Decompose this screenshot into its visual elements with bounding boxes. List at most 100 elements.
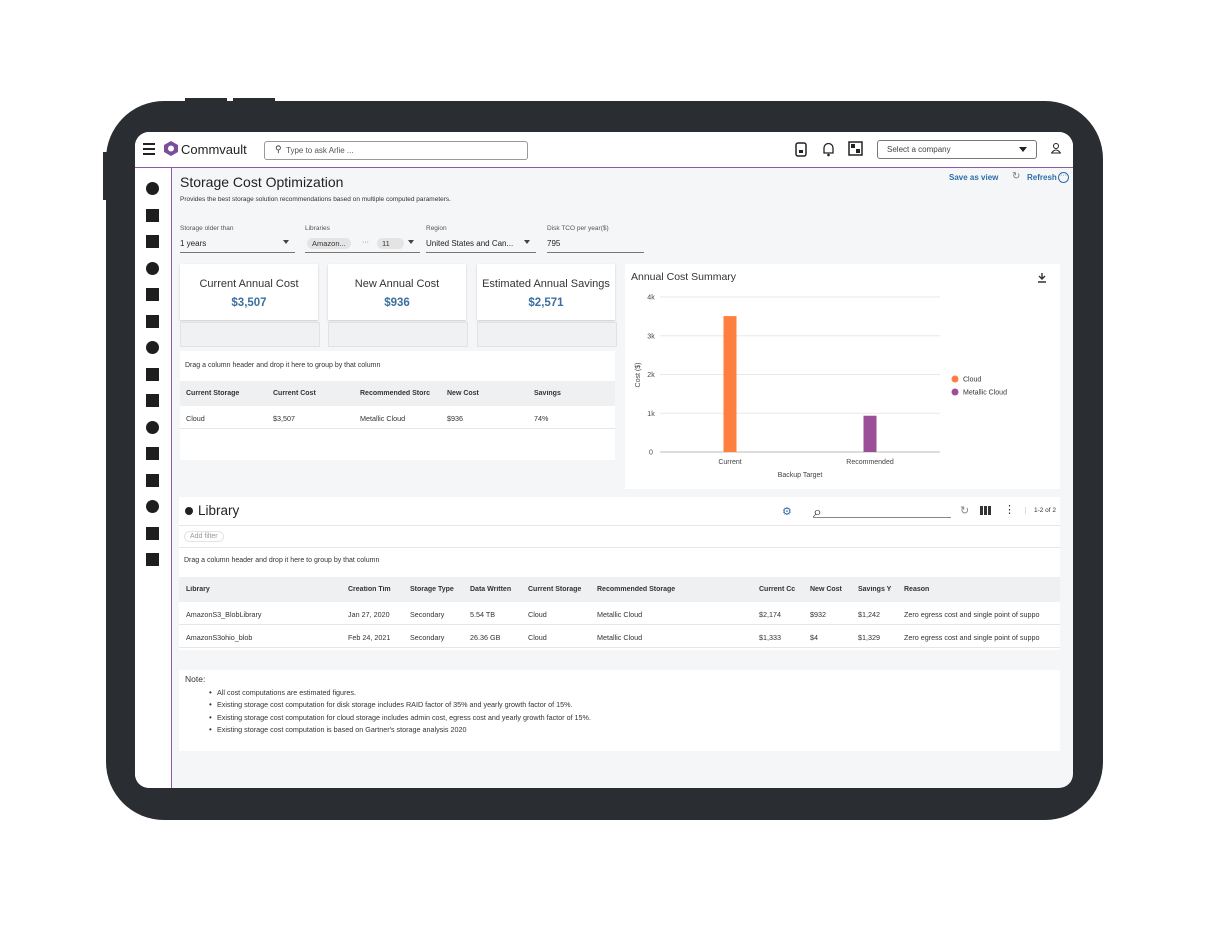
y-tick-label: 4k [647,295,655,302]
dropdown-arrow [1019,147,1027,152]
table-row [180,406,615,429]
kpi-card: Estimated Annual Savings $2,571 [477,264,615,320]
filter-input[interactable]: Amazon... ··· 11 [305,235,420,253]
filter-value: 795 [547,239,561,248]
filter-input[interactable]: 1 years [180,235,295,253]
nav-icon[interactable] [146,288,159,301]
nav-icon[interactable] [146,314,159,328]
pager: 1-2 of 2 [1025,507,1064,514]
kpi-label: New Annual Cost [354,278,440,290]
refresh-icon[interactable]: ↻ [1012,171,1021,182]
column-header[interactable]: New Cost [810,586,842,593]
note-item: Existing storage cost computation for cl… [217,712,591,722]
column-header[interactable]: Reason [904,586,930,593]
note-item: Existing storage cost computation for di… [217,700,573,710]
nav-icon[interactable] [146,235,159,248]
column-header[interactable]: Savings Y [858,586,892,593]
column-header[interactable]: Recommended Storage [597,586,676,593]
kpi-value: $936 [384,297,410,309]
dropdown-arrow[interactable] [408,240,414,244]
filter-input[interactable]: United States and Can... [426,235,536,253]
bullet: • [209,724,212,734]
filter-label: Region [426,225,447,232]
filter-label: Storage older than [180,225,234,232]
toolbar-search[interactable]: ⌕ [813,504,951,521]
table-cell: AmazonS3ohio_blob [186,633,253,642]
logo [164,141,178,156]
user-icon[interactable] [1051,143,1061,154]
column-header[interactable]: Creation Tim [348,586,391,593]
toolbar-columns[interactable] [980,506,991,515]
nav-icon[interactable] [146,553,159,566]
search-placeholder: Type to ask Arlie ... [286,146,354,155]
notifications-icon[interactable] [822,141,835,157]
bar [863,415,877,452]
table-cell: $2,174 [759,610,781,619]
save-as-view[interactable]: Save as view [949,173,999,182]
y-tick-label: 1k [647,411,655,418]
library-title: Library [198,503,240,518]
reports-icon[interactable] [848,141,863,156]
nav-icon[interactable] [146,500,159,513]
nav-icon[interactable] [146,526,159,540]
nav-icon[interactable] [146,261,159,275]
kpi-label: Current Annual Cost [199,278,299,290]
kpi-value: $2,571 [528,297,564,309]
column-header[interactable]: Storage Type [410,586,454,593]
nav-icon[interactable] [146,208,159,222]
column-header[interactable]: Current Storage [186,390,240,397]
y-axis-title: Cost ($) [635,363,642,388]
table-cell: $932 [810,610,826,619]
dropdown-arrow[interactable] [283,240,289,244]
nav-icon[interactable] [146,420,159,434]
nav-icon[interactable] [146,473,159,487]
table-cell: $4 [810,633,818,642]
table-cell: Secondary [410,633,445,642]
dropdown-arrow[interactable] [524,240,530,244]
divider [179,525,1060,526]
note-item: Existing storage cost computation is bas… [217,724,467,734]
nav-icon[interactable] [146,447,159,460]
y-tick-label: 2k [647,372,655,379]
legend-marker [951,388,959,396]
search-box[interactable]: ⚲ Type to ask Arlie ... [264,141,528,160]
note-item: All cost computations are estimated figu… [217,688,357,697]
chip-ellipsis: ··· [362,239,369,246]
table-cell: 74% [534,414,549,423]
jobs-icon[interactable] [795,142,807,157]
x-tick-label: Recommended [846,459,894,466]
column-header[interactable]: Recommended Storc [360,390,431,397]
column-header[interactable]: Current Cost [273,390,316,397]
table-cell: Cloud [528,610,547,619]
nav-icon[interactable] [146,367,159,381]
company-select[interactable]: Select a company [877,140,1037,159]
column-header[interactable]: Current Storage [528,586,582,593]
collapse-icon[interactable] [185,507,193,515]
toolbar-settings[interactable]: ⚙ [782,506,792,518]
notes-title: Note: [185,674,206,684]
more-button[interactable]: ··· [1058,172,1069,183]
bullet: • [209,688,212,697]
toolbar-refresh[interactable]: ↻ [960,505,970,517]
toolbar-more[interactable]: ⋮ [1004,504,1015,516]
refresh-button[interactable]: Refresh [1027,173,1057,182]
device-button [233,98,275,102]
add-filter[interactable]: Add filter [184,531,224,542]
column-header[interactable]: New Cost [447,390,479,397]
column-header[interactable]: Library [186,586,210,593]
summary-table: Drag a column header and drop it here to… [180,351,615,460]
table-cell: $3,507 [273,414,295,423]
nav-icon[interactable] [146,341,159,354]
kpi-value: $3,507 [231,297,267,309]
column-header[interactable]: Savings [534,390,561,397]
filter-input[interactable]: 795 [547,235,644,253]
nav-icon[interactable] [146,182,159,195]
menu-button[interactable] [143,143,157,155]
nav-icon[interactable] [146,394,159,407]
column-header[interactable]: Current Cc [759,586,796,593]
download-icon[interactable] [1038,273,1046,283]
legend-label: Cloud [963,377,981,384]
column-header[interactable]: Data Written [470,586,512,593]
group-hint: Drag a column header and drop it here to… [185,362,381,369]
